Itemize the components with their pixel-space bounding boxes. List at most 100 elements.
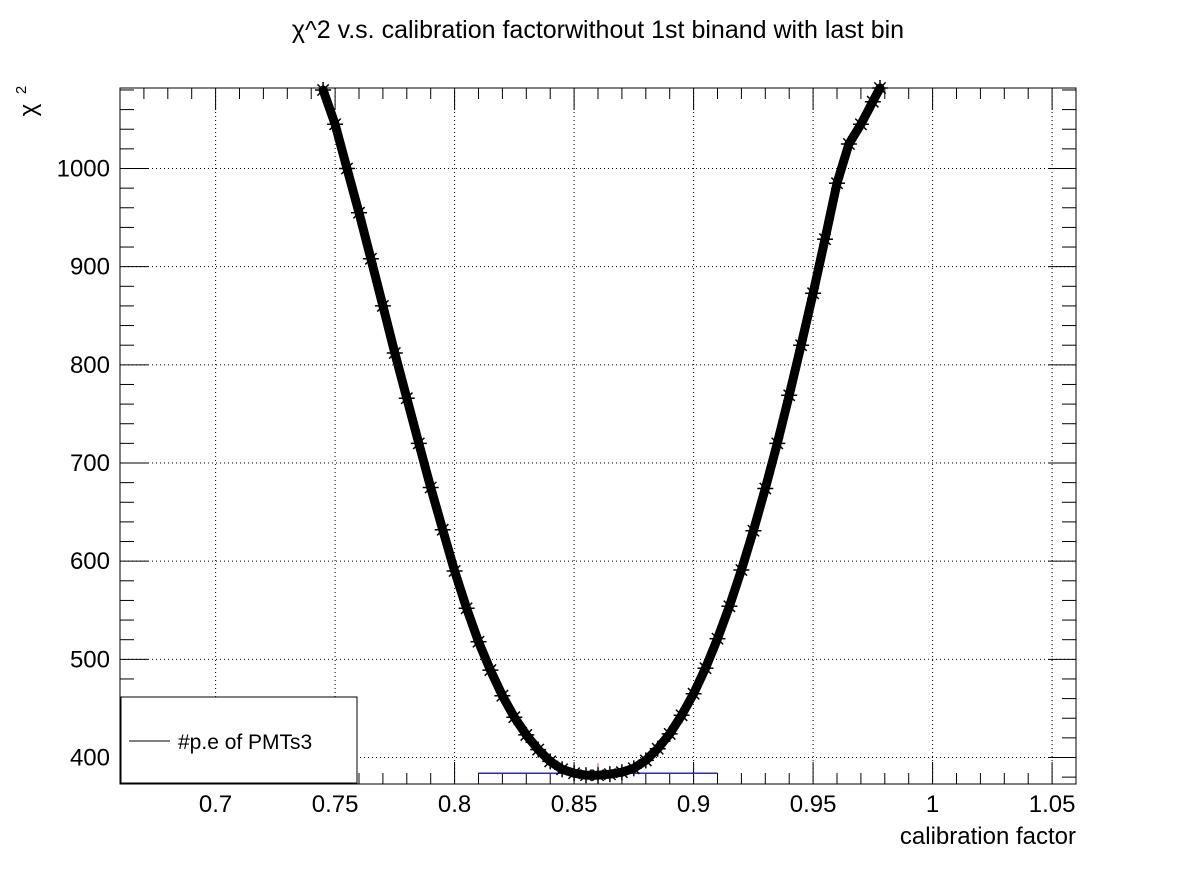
data-point-stroke (424, 481, 437, 494)
data-point (339, 160, 355, 177)
data-point-stroke (472, 635, 485, 648)
data-point (697, 660, 714, 677)
data-point (590, 767, 606, 784)
data-point-stroke (460, 602, 473, 615)
data-point-stroke (603, 768, 617, 781)
legend-entry-label: #p.e of PMTs3 (178, 731, 312, 754)
data-point-stroke (579, 769, 593, 782)
data-point-stroke (842, 137, 856, 151)
data-point-stroke (508, 711, 521, 724)
data-point-stroke (663, 727, 676, 741)
data-point-stroke (591, 769, 605, 782)
data-series (315, 80, 888, 784)
data-point-stroke (376, 299, 390, 313)
x-tick-label: 1.05 (1029, 791, 1076, 818)
data-point (566, 765, 583, 782)
y-tick-label: 400 (70, 744, 110, 771)
data-point (817, 231, 833, 248)
y-tick-label: 600 (70, 548, 110, 575)
data-point (649, 740, 666, 757)
data-point (793, 337, 810, 354)
data-point-stroke (735, 563, 748, 577)
data-point-stroke (711, 632, 724, 645)
y-axis: 400 500 600 700 800 900 1000 (57, 89, 1076, 778)
data-point (542, 753, 559, 770)
data-point-stroke (496, 689, 509, 702)
data-point (506, 709, 523, 726)
data-point (470, 633, 487, 650)
grid-lines (120, 88, 1076, 784)
data-point-stroke (520, 728, 533, 742)
y-tick-label: 500 (70, 646, 110, 673)
data-point (673, 707, 690, 724)
data-point-stroke (651, 742, 664, 755)
data-point (852, 116, 869, 133)
x-tick-label: 0.75 (312, 791, 359, 818)
data-point (805, 285, 822, 302)
data-point-stroke (615, 766, 629, 779)
data-point-stroke (328, 118, 342, 131)
data-point-stroke (687, 687, 700, 700)
data-point-stroke (723, 600, 736, 613)
data-point-stroke (484, 663, 497, 677)
data-point-stroke (675, 709, 688, 722)
data-point (530, 741, 547, 758)
x-tick-label: 0.9 (677, 791, 710, 818)
data-point (613, 764, 630, 781)
data-point (840, 136, 857, 152)
y-axis-label: χ 2 (13, 86, 42, 116)
data-point-stroke (830, 177, 844, 190)
legend: #p.e of PMTs3 (120, 696, 358, 784)
chart-title: χ^2 v.s. calibration factorwithout 1st b… (292, 16, 904, 44)
data-point (637, 752, 654, 769)
data-point-stroke (794, 339, 808, 352)
data-point (872, 80, 888, 96)
data-point-stroke (555, 763, 569, 776)
data-point (518, 726, 535, 743)
x-axis: 0.7 0.75 0.8 0.85 0.9 0.95 1 1.05 (119, 88, 1077, 818)
data-point (434, 521, 451, 538)
data-point (721, 598, 738, 615)
data-point (410, 435, 427, 452)
data-point-stroke (806, 287, 820, 300)
data-point-stroke (544, 755, 557, 768)
data-point (482, 662, 499, 679)
x-tick-label: 0.95 (790, 791, 837, 818)
data-point (781, 387, 798, 404)
y-tick-label: 1000 (57, 155, 110, 182)
data-point-stroke (567, 767, 581, 780)
x-axis-label: calibration factor (900, 823, 1076, 850)
data-point (327, 116, 344, 133)
x-tick-label: 0.85 (551, 791, 598, 818)
data-point-stroke (436, 523, 449, 536)
data-point (757, 480, 774, 497)
data-point-stroke (412, 437, 425, 450)
y-tick-label: 700 (70, 450, 110, 477)
series-curve (318, 83, 885, 780)
data-point (374, 297, 391, 314)
data-point (446, 563, 463, 579)
y-tick-label: 900 (70, 254, 110, 281)
data-point (733, 562, 750, 578)
data-point-stroke (818, 233, 832, 246)
data-point-stroke (532, 743, 545, 756)
data-point (745, 522, 762, 539)
data-point (661, 725, 678, 742)
data-point-stroke (747, 524, 760, 537)
data-point-stroke (639, 754, 652, 767)
data-point-stroke (783, 389, 796, 402)
data-point-stroke (759, 482, 772, 495)
data-point (315, 82, 332, 98)
data-point (422, 479, 439, 496)
data-point (398, 390, 415, 407)
data-point-stroke (627, 762, 640, 775)
x-tick-label: 1 (926, 791, 939, 818)
data-point (685, 685, 702, 702)
data-point-stroke (388, 346, 401, 360)
x-tick-label: 0.7 (199, 791, 232, 818)
data-point-stroke (352, 206, 366, 219)
data-point (554, 761, 571, 778)
data-point-stroke (866, 95, 879, 108)
data-point (458, 600, 475, 617)
